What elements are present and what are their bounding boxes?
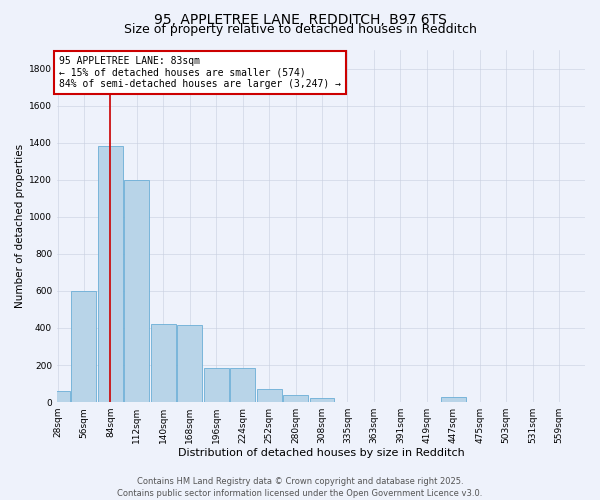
Text: 95 APPLETREE LANE: 83sqm
← 15% of detached houses are smaller (574)
84% of semi-: 95 APPLETREE LANE: 83sqm ← 15% of detach… — [59, 56, 341, 89]
Bar — [283, 394, 308, 402]
X-axis label: Distribution of detached houses by size in Redditch: Distribution of detached houses by size … — [178, 448, 464, 458]
Bar — [257, 389, 281, 402]
Bar — [203, 368, 229, 402]
Text: Size of property relative to detached houses in Redditch: Size of property relative to detached ho… — [124, 22, 476, 36]
Bar — [71, 291, 97, 402]
Bar — [45, 391, 70, 402]
Bar — [310, 398, 334, 402]
Bar — [124, 180, 149, 402]
Bar — [98, 146, 123, 402]
Text: Contains HM Land Registry data © Crown copyright and database right 2025.
Contai: Contains HM Land Registry data © Crown c… — [118, 476, 482, 498]
Y-axis label: Number of detached properties: Number of detached properties — [15, 144, 25, 308]
Bar — [230, 368, 255, 402]
Text: 95, APPLETREE LANE, REDDITCH, B97 6TS: 95, APPLETREE LANE, REDDITCH, B97 6TS — [154, 12, 446, 26]
Bar — [441, 396, 466, 402]
Bar — [151, 324, 176, 402]
Bar — [177, 325, 202, 402]
